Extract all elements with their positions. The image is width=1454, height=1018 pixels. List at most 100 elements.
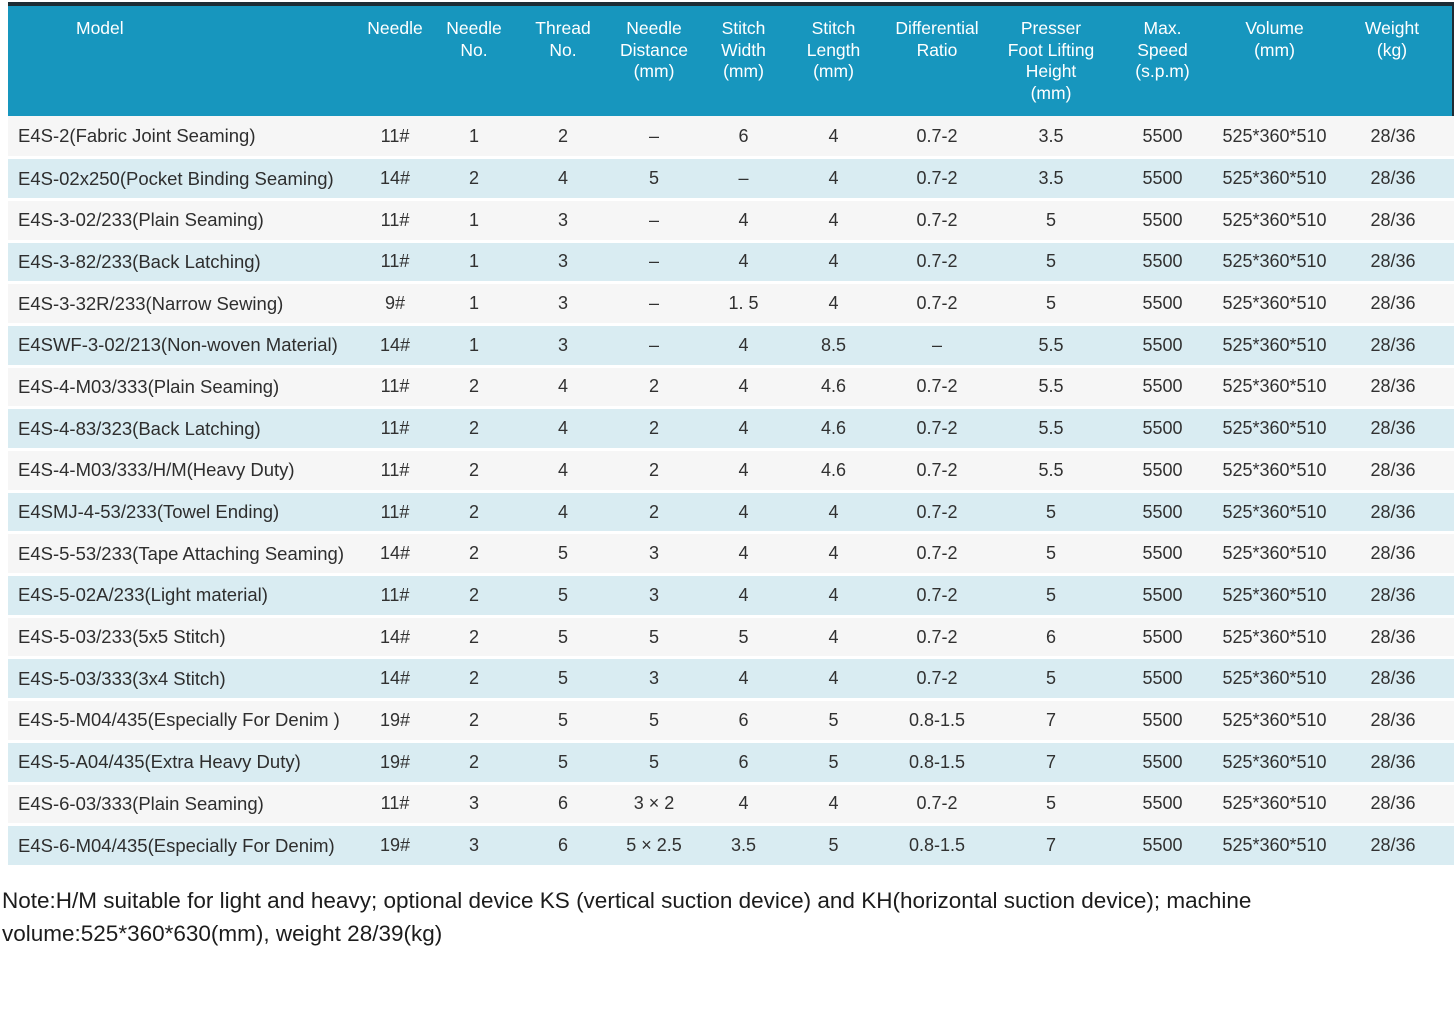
table-body: E4S-2(Fabric Joint Seaming) 11# 1 2–6 4 0.7-2… [8, 116, 1454, 868]
cell-stitch-width: 5 [700, 616, 787, 660]
cell-stitch-length: 5 [787, 699, 880, 743]
cell-thread-no: 3 [518, 282, 608, 326]
cell-stitch-length: 4 [787, 282, 880, 326]
cell-needle-distance: – [608, 199, 700, 243]
column-header-needle-distance: Needle Distance (mm) [608, 6, 700, 116]
cell-weight: 28/36 [1332, 241, 1454, 285]
cell-model: E4S-5-53/233(Tape Attaching Seaming) [8, 532, 360, 577]
column-header-model: Model [8, 6, 360, 116]
cell-needle-no: 1 [430, 116, 518, 160]
cell-weight: 28/36 [1332, 449, 1454, 493]
cell-presser-foot-lifting-height: 7 [994, 699, 1108, 743]
cell-model: E4S-2(Fabric Joint Seaming) [8, 116, 360, 160]
cell-needle: 11# [360, 241, 430, 285]
cell-thread-no: 4 [518, 449, 608, 493]
cell-model: E4S-5-A04/435(Extra Heavy Duty) [8, 741, 360, 785]
cell-thread-no: 4 [518, 491, 608, 535]
cell-max-speed: 5500 [1108, 574, 1217, 618]
cell-needle: 11# [360, 366, 430, 410]
cell-stitch-length: 4 [787, 657, 880, 702]
cell-stitch-length: 4 [787, 616, 880, 660]
cell-volume: 525*360*510 [1217, 157, 1332, 201]
cell-max-speed: 5500 [1108, 491, 1217, 535]
cell-stitch-length: 4 [787, 491, 880, 535]
cell-stitch-width: 4 [700, 532, 787, 577]
table-row: E4S-3-32R/233(Narrow Sewing) 9# 1 3–1. 5 4 0.… [8, 282, 1454, 326]
column-header-needle-no: Needle No. [430, 6, 518, 116]
cell-weight: 28/36 [1332, 282, 1454, 326]
cell-stitch-width: 6 [700, 699, 787, 743]
cell-thread-no: 2 [518, 116, 608, 160]
cell-weight: 28/36 [1332, 116, 1454, 160]
cell-needle-no: 2 [430, 407, 518, 451]
cell-max-speed: 5500 [1108, 324, 1217, 368]
cell-needle: 14# [360, 324, 430, 368]
cell-thread-no: 6 [518, 824, 608, 868]
cell-differential-ratio: 0.7-2 [880, 574, 994, 618]
cell-thread-no: 5 [518, 699, 608, 743]
cell-needle: 14# [360, 616, 430, 660]
cell-stitch-length: 4 [787, 532, 880, 577]
cell-model: E4S-3-82/233(Back Latching) [8, 241, 360, 285]
cell-weight: 28/36 [1332, 741, 1454, 785]
cell-differential-ratio: 0.7-2 [880, 282, 994, 326]
cell-stitch-width: 4 [700, 449, 787, 493]
cell-differential-ratio: 0.7-2 [880, 241, 994, 285]
cell-model: E4S-5-03/233(5x5 Stitch) [8, 616, 360, 660]
cell-weight: 28/36 [1332, 366, 1454, 410]
cell-volume: 525*360*510 [1217, 116, 1332, 160]
cell-max-speed: 5500 [1108, 532, 1217, 577]
cell-differential-ratio: 0.7-2 [880, 366, 994, 410]
cell-needle: 14# [360, 532, 430, 577]
cell-volume: 525*360*510 [1217, 616, 1332, 660]
cell-stitch-width: 4 [700, 199, 787, 243]
cell-presser-foot-lifting-height: 7 [994, 741, 1108, 785]
cell-presser-foot-lifting-height: 3.5 [994, 157, 1108, 201]
cell-stitch-width: 4 [700, 574, 787, 618]
cell-thread-no: 4 [518, 407, 608, 451]
cell-needle-no: 1 [430, 199, 518, 243]
cell-volume: 525*360*510 [1217, 824, 1332, 868]
cell-needle-no: 2 [430, 616, 518, 660]
cell-stitch-width: 6 [700, 116, 787, 160]
cell-volume: 525*360*510 [1217, 449, 1332, 493]
cell-presser-foot-lifting-height: 7 [994, 824, 1108, 868]
cell-weight: 28/36 [1332, 824, 1454, 868]
cell-needle-distance: 2 [608, 491, 700, 535]
cell-presser-foot-lifting-height: 5 [994, 199, 1108, 243]
cell-volume: 525*360*510 [1217, 532, 1332, 577]
cell-thread-no: 3 [518, 199, 608, 243]
cell-presser-foot-lifting-height: 5 [994, 532, 1108, 577]
cell-differential-ratio: 0.7-2 [880, 616, 994, 660]
cell-model: E4S-3-02/233(Plain Seaming) [8, 199, 360, 243]
cell-needle: 11# [360, 407, 430, 451]
cell-needle-no: 2 [430, 741, 518, 785]
cell-max-speed: 5500 [1108, 157, 1217, 201]
cell-needle: 19# [360, 699, 430, 743]
footnote: Note:H/M suitable for light and heavy; o… [2, 887, 1252, 946]
cell-presser-foot-lifting-height: 5.5 [994, 449, 1108, 493]
cell-needle-distance: 3 × 2 [608, 783, 700, 827]
cell-weight: 28/36 [1332, 699, 1454, 743]
cell-needle-distance: 3 [608, 657, 700, 702]
cell-presser-foot-lifting-height: 5 [994, 491, 1108, 535]
column-header-thread-no: Thread No. [518, 6, 608, 116]
cell-thread-no: 5 [518, 657, 608, 702]
cell-differential-ratio: 0.7-2 [880, 407, 994, 451]
cell-needle-no: 2 [430, 657, 518, 702]
cell-model: E4S-5-M04/435(Especially For Denim ) [8, 699, 360, 743]
cell-needle: 19# [360, 741, 430, 785]
cell-needle-distance: 5 [608, 699, 700, 743]
header-row: Model Needle Needle No. Thread No. Needle Di… [8, 6, 1454, 116]
table-row: E4S-4-M03/333/H/M(Heavy Duty) 11# 2 4 2 4 4.6 0… [8, 449, 1454, 493]
cell-differential-ratio: 0.7-2 [880, 116, 994, 160]
cell-volume: 525*360*510 [1217, 324, 1332, 368]
cell-stitch-width: – [700, 157, 787, 201]
cell-presser-foot-lifting-height: 5.5 [994, 407, 1108, 451]
cell-needle-distance: 3 [608, 532, 700, 577]
cell-needle-distance: 3 [608, 574, 700, 618]
spec-table: Model Needle Needle No. Thread No. Needle Di… [8, 6, 1454, 868]
cell-needle: 14# [360, 157, 430, 201]
cell-weight: 28/36 [1332, 616, 1454, 660]
cell-max-speed: 5500 [1108, 366, 1217, 410]
